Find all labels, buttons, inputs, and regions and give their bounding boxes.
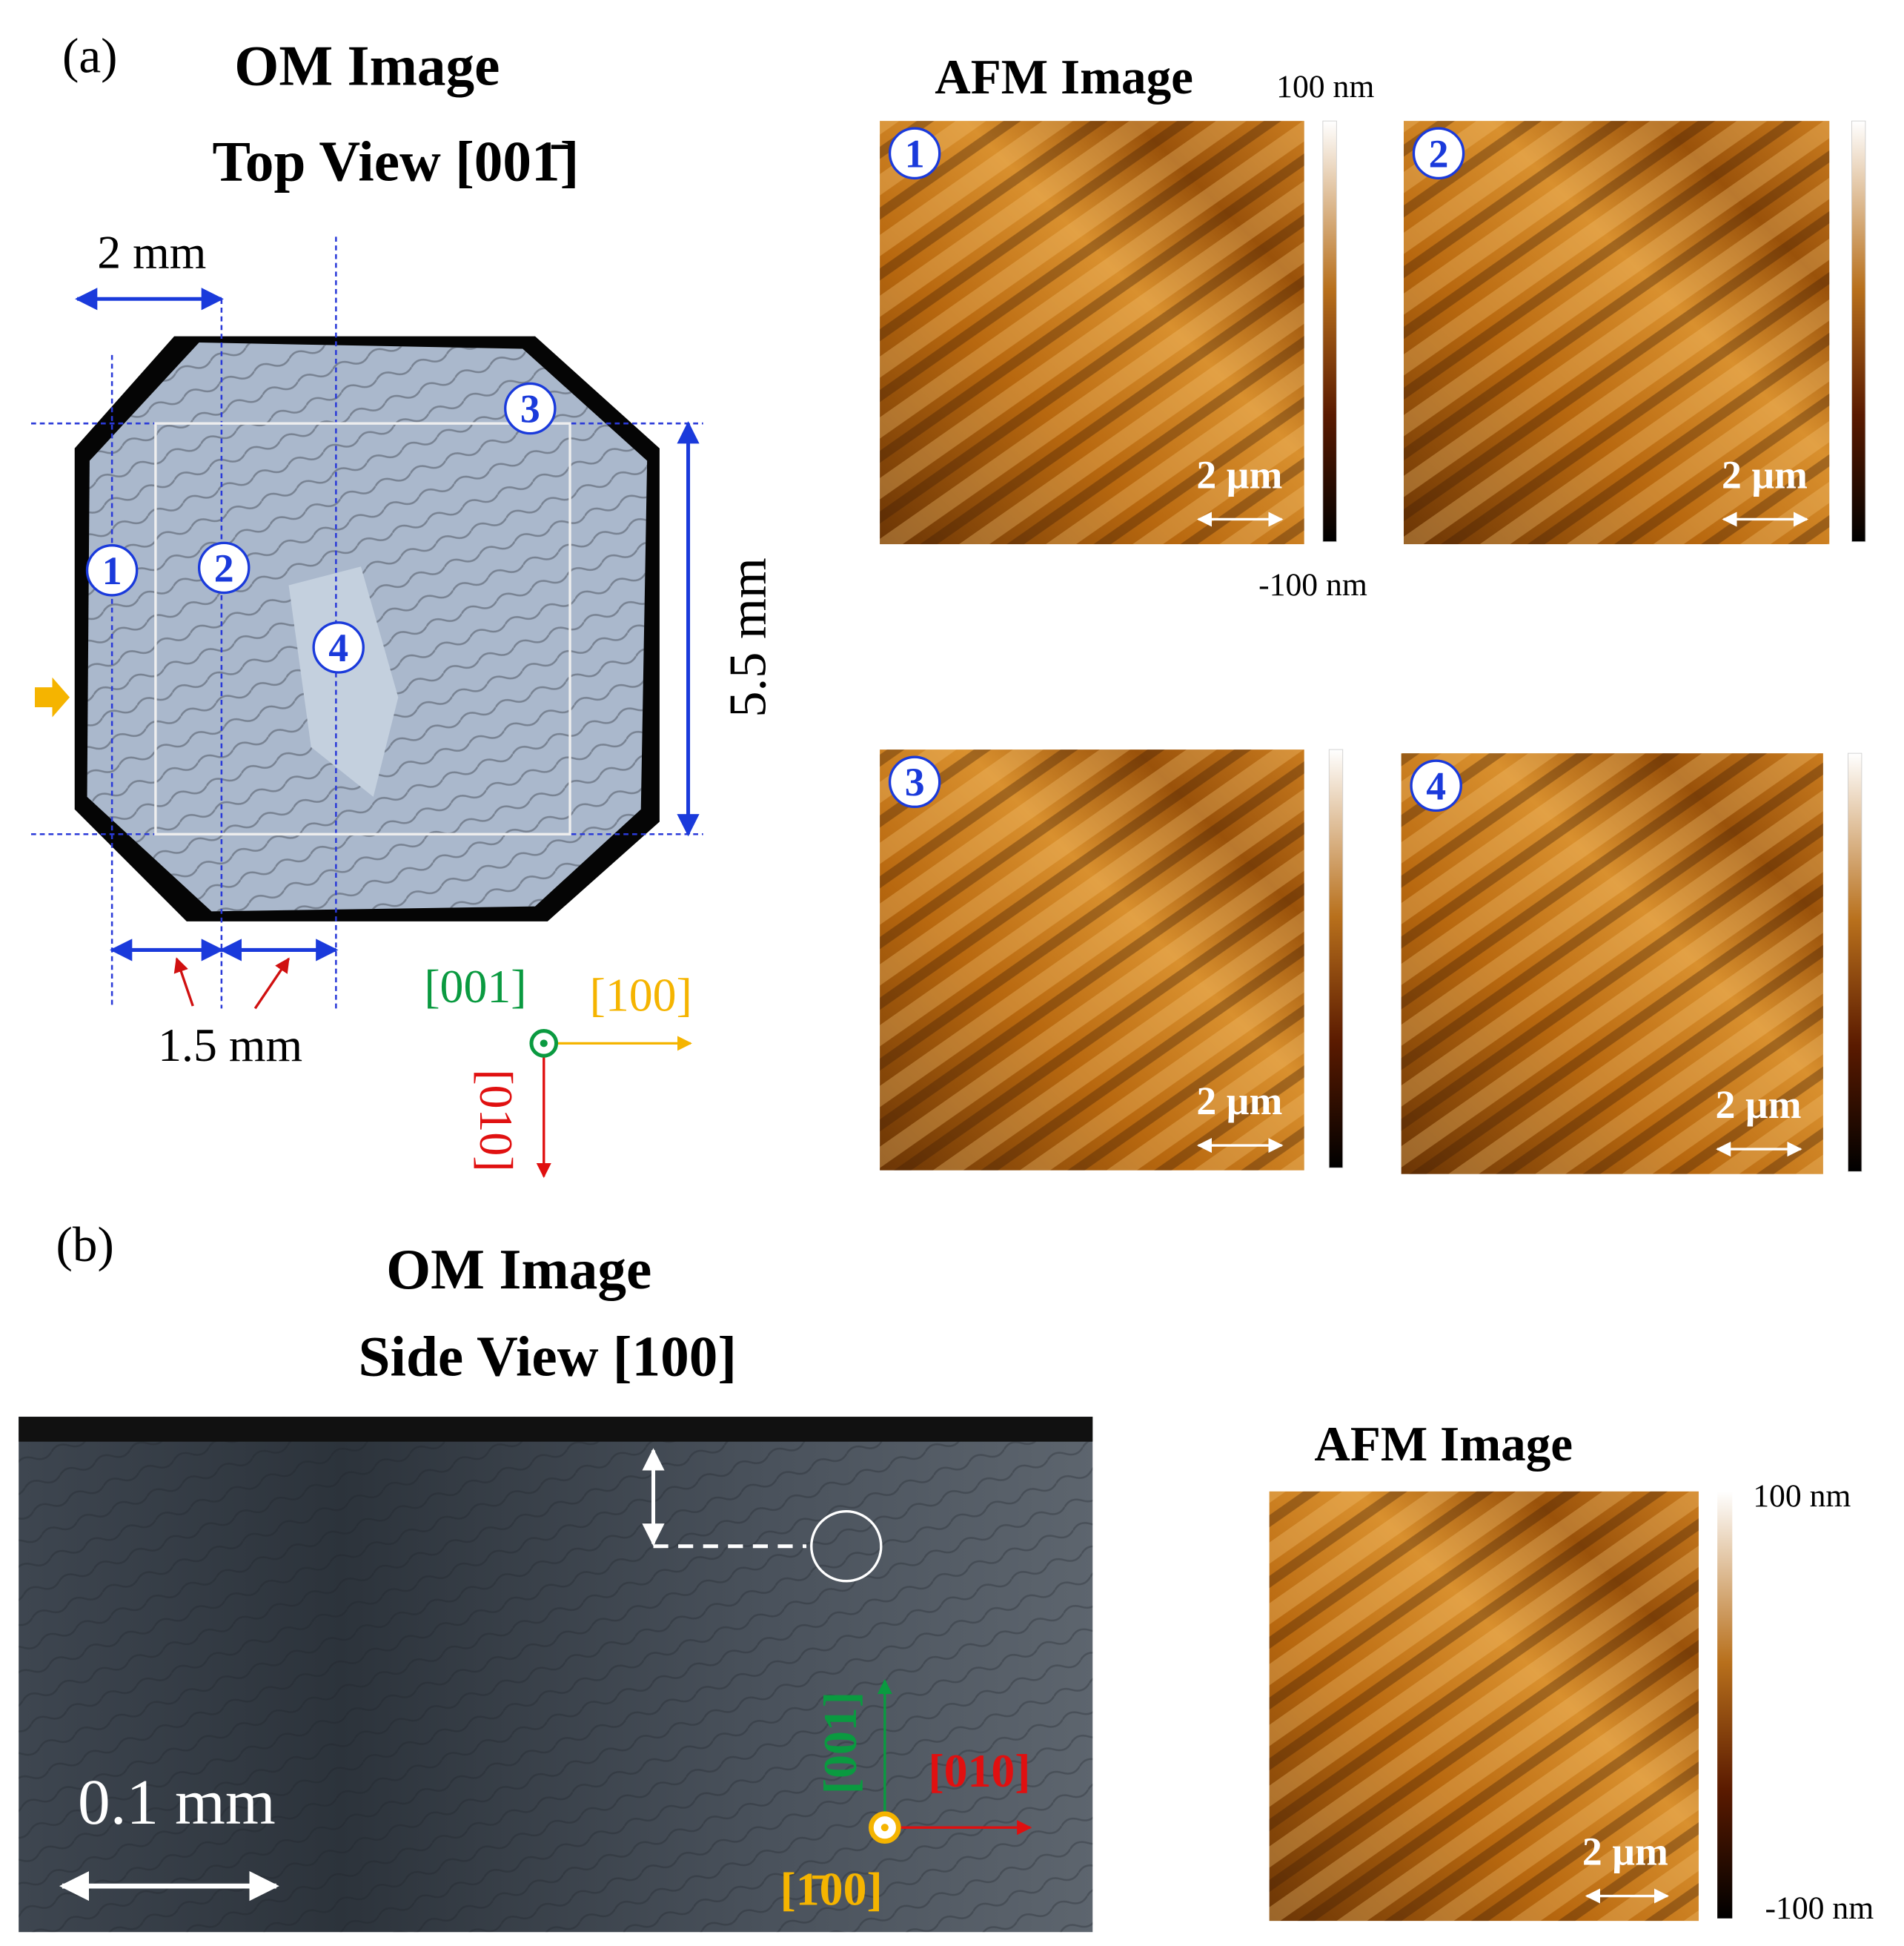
marker-circle [1410,759,1462,813]
scan-spot [810,1510,883,1583]
afm-texture [880,121,1304,545]
width-label: 2 mm [97,225,206,278]
marker-label: 1 [905,131,925,176]
marker-label: 4 [1426,764,1446,808]
colorbar-max: 100 nm [1276,69,1374,105]
colorbar-max: 100 nm [1753,1478,1851,1514]
colorbar [1328,749,1344,1168]
side-texture [19,1417,1093,1933]
afm-scale: 2 µm [1196,452,1282,497]
height-label: 5.5 mm [720,557,777,717]
marker-circle [1412,127,1465,180]
scan-region [154,422,571,835]
axis-label: [1̄00] [780,1862,883,1915]
axis-label: [001] [814,1692,866,1794]
colorbar-min: -100 nm [1765,1890,1874,1926]
afm-scale: 2 µm [1582,1830,1668,1874]
marker-circle [85,544,139,597]
afm-texture [1401,753,1823,1174]
colorbar [1851,120,1866,543]
om-title: OM Image [386,1237,651,1301]
afm-scale: 2 µm [1196,1079,1282,1123]
edge-arrow [35,677,70,718]
scale-label: 0.1 mm [78,1766,276,1838]
side-edge [19,1417,1093,1442]
crystal-facet [288,566,399,797]
afm-title: AFM Image [935,49,1193,105]
colorbar-min: -100 nm [1258,567,1367,603]
afm-scale: 2 µm [1722,452,1808,497]
axis-label: [100] [590,969,692,1022]
marker-circle [197,541,251,595]
afm-texture [880,749,1304,1171]
panel-label: (a) [62,28,118,84]
axis-out-dot [880,1824,889,1832]
marker-circle [888,127,941,180]
marker-circle [312,621,365,674]
marker-circle [888,755,941,809]
marker-label: 4 [328,626,348,670]
om-title: OM Image [234,33,500,97]
marker-label: 2 [214,546,234,590]
marker-label: 2 [1429,131,1449,176]
pointer-arrow [173,957,194,1007]
pointer-arrow [253,957,290,1010]
colorbar [1322,120,1337,543]
marker-circle [504,382,557,435]
afm-texture [1269,1491,1699,1922]
om-subtitle: Top View [001̄] [213,130,580,193]
axis-out-dot [540,1039,548,1048]
marker-label: 3 [905,760,925,804]
axis-label: [010] [470,1069,523,1171]
panel-label: (b) [56,1217,114,1272]
colorbar [1848,752,1862,1172]
axis-label: [001] [424,960,526,1013]
afm-scale: 2 µm [1716,1082,1802,1127]
spacing-label: 1.5 mm [158,1019,302,1071]
om-subtitle: Side View [100] [359,1325,737,1389]
colorbar [1717,1491,1733,1919]
axis-label: [010] [928,1744,1030,1797]
afm-title: AFM Image [1314,1416,1573,1472]
afm-texture [1404,121,1830,545]
marker-label: 3 [520,387,540,431]
marker-label: 1 [102,549,122,593]
